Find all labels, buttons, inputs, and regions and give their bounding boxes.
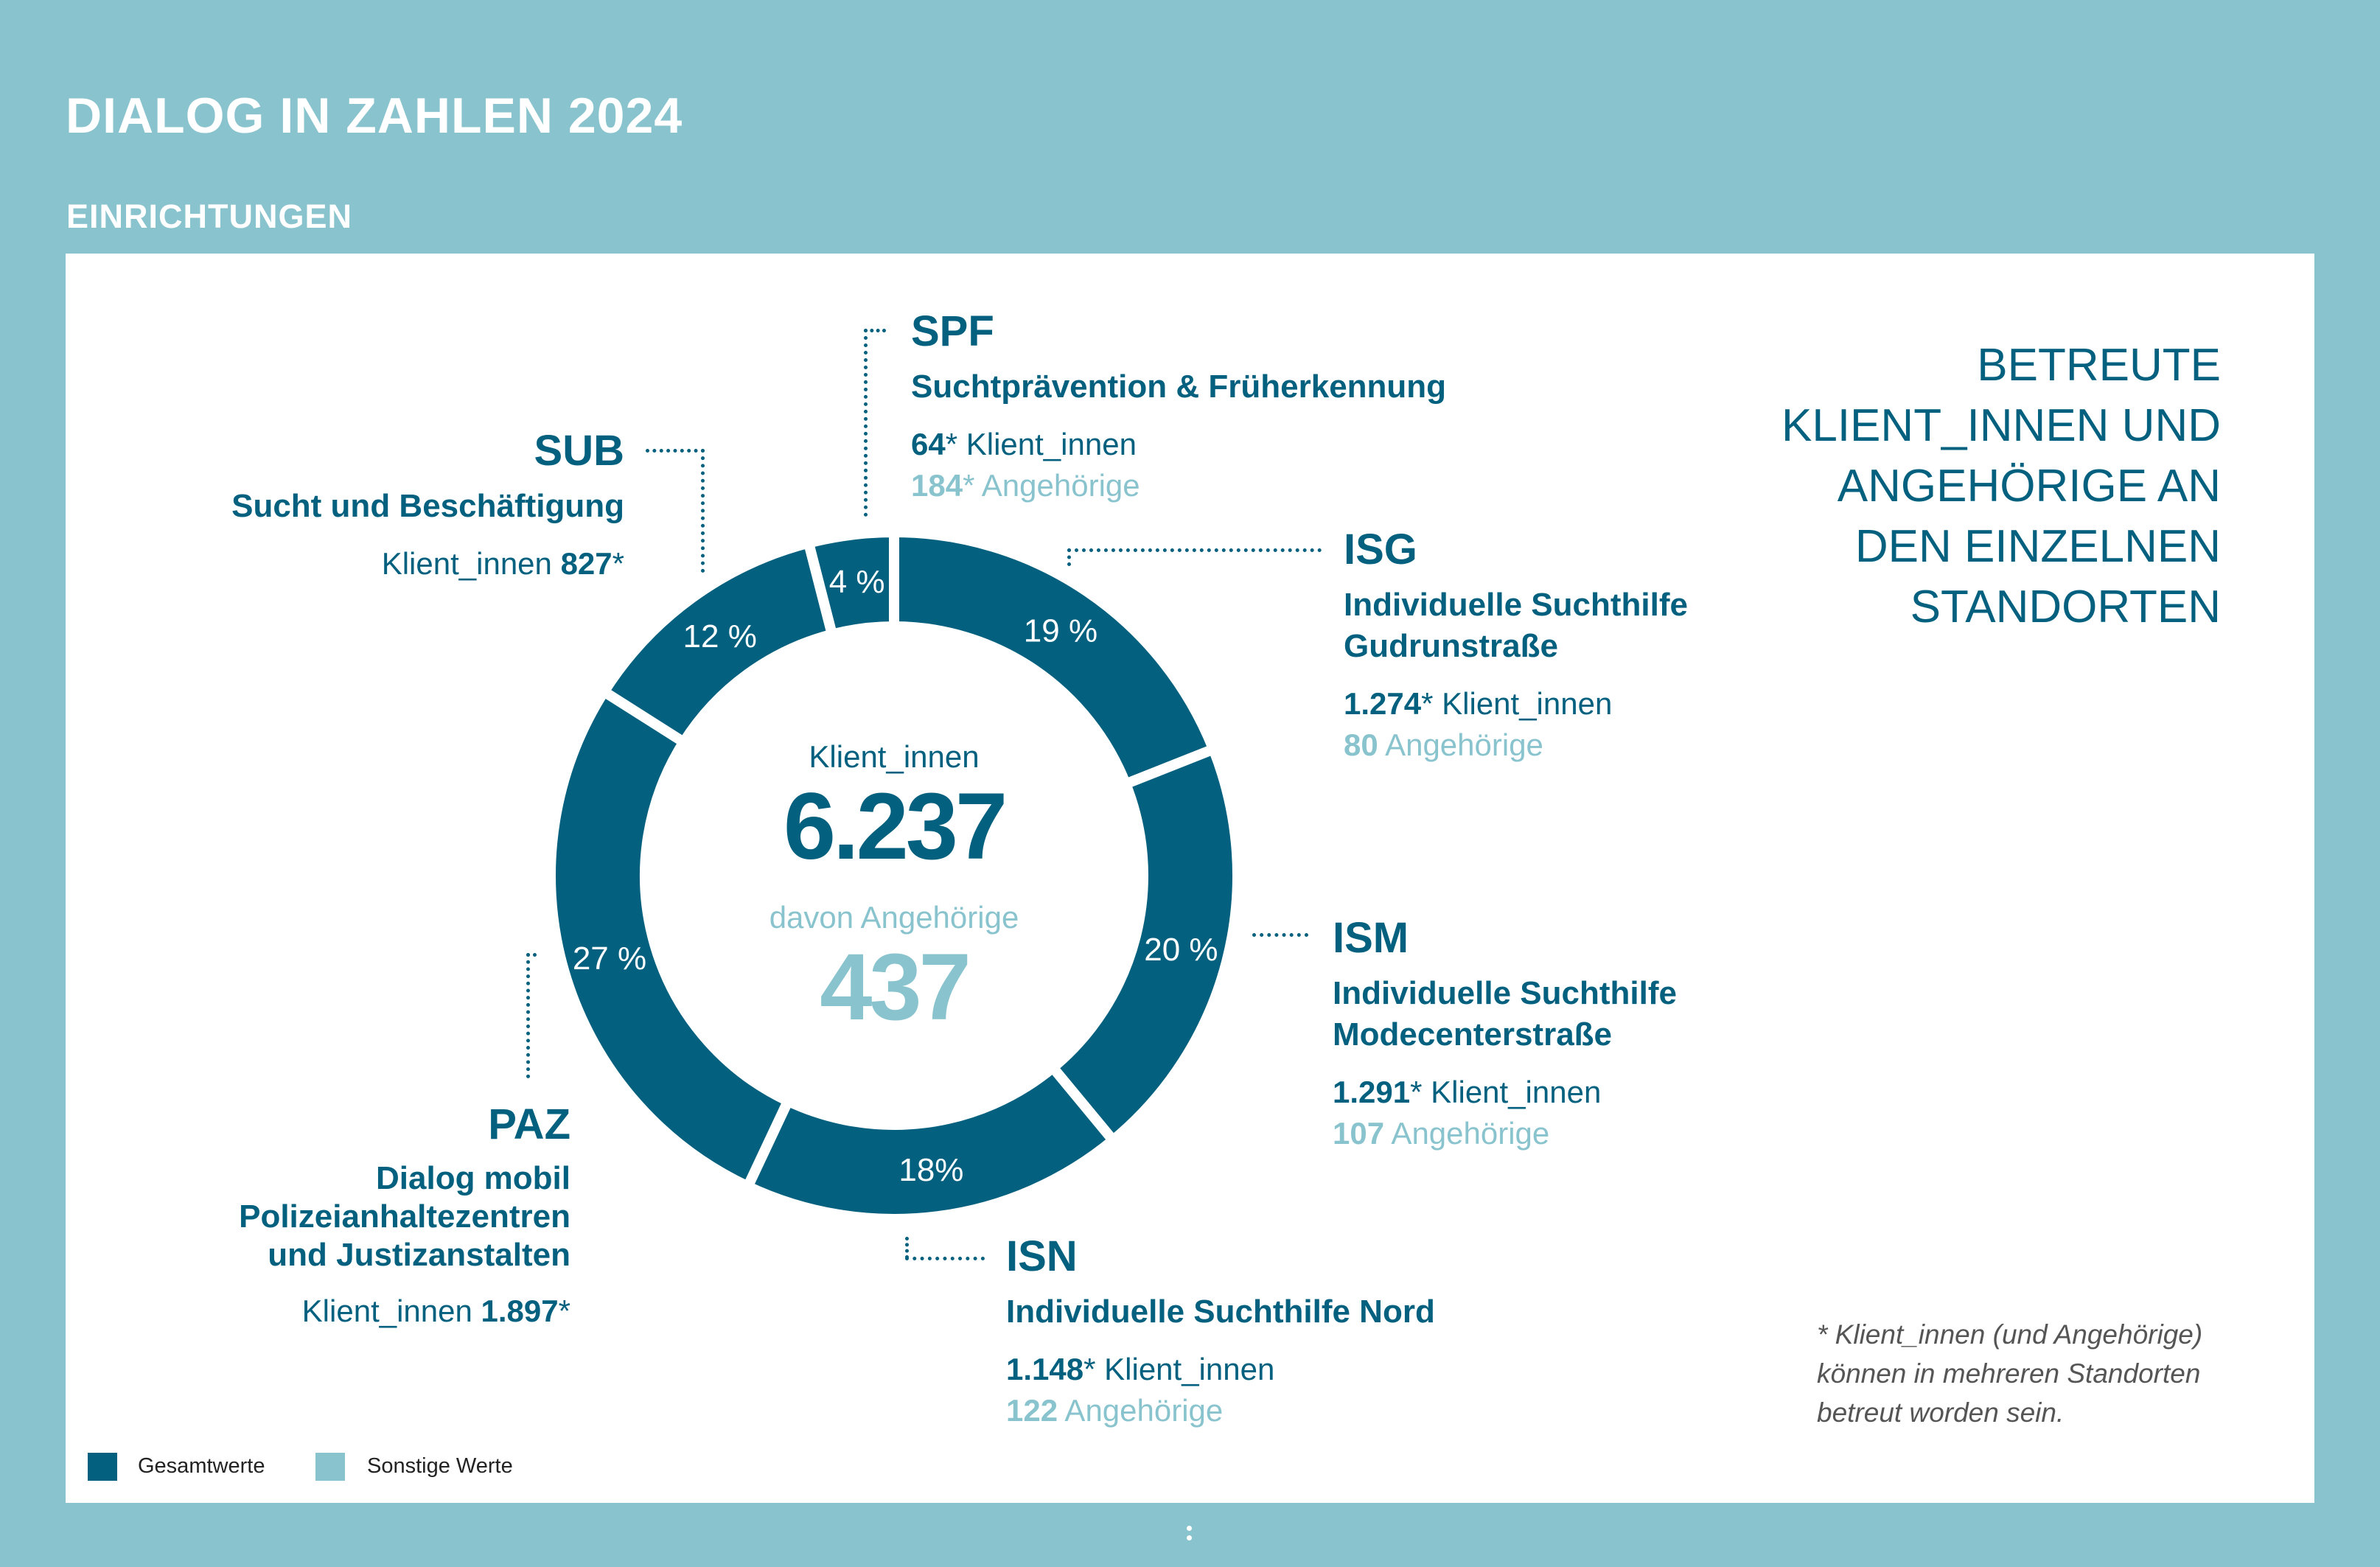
name-ism-line2: Modecenterstraße	[1333, 1016, 1613, 1053]
code-spf: SPF	[911, 307, 994, 355]
label-isg: ISG Individuelle Suchthilfe Gudrunstraße…	[1344, 525, 1688, 766]
connector-paz	[526, 953, 530, 1078]
code-ism: ISM	[1333, 914, 1409, 962]
clients-ism: 1.291	[1333, 1075, 1411, 1109]
asterisk: *	[1410, 1075, 1423, 1109]
relatives-isn: 122	[1006, 1393, 1058, 1428]
name-isg-line2: Gudrunstraße	[1344, 628, 1558, 664]
label-sub: SUB Sucht und Beschäftigung Klient_innen…	[231, 426, 624, 584]
heading-line: KLIENT_INNEN UND	[1781, 400, 2221, 451]
clients-label: Klient_innen	[957, 427, 1137, 461]
page-dot	[1187, 1526, 1192, 1531]
center-label-relatives: davon Angehörige	[769, 900, 1019, 935]
asterisk: *	[945, 427, 958, 461]
legend-swatch-gesamt	[88, 1453, 117, 1481]
section-title: EINRICHTUNGEN	[66, 198, 353, 235]
name-spf: Suchtprävention & Früherkennung	[911, 369, 1447, 405]
legend-label-gesamt: Gesamtwerte	[138, 1454, 265, 1478]
clients-spf: 64	[911, 427, 946, 461]
clients-label: Klient_innen	[1095, 1352, 1275, 1386]
name-isg-line1: Individuelle Suchthilfe	[1344, 587, 1688, 623]
clients-isg: 1.274	[1344, 686, 1422, 721]
page-dot	[1187, 1535, 1192, 1540]
clients-label: Klient_innen	[301, 1294, 481, 1328]
footnote-line: betreut worden sein.	[1817, 1397, 2065, 1428]
asterisk: *	[612, 546, 624, 581]
legend-label-sonstige: Sonstige Werte	[367, 1454, 513, 1478]
percent-label-spf: 4 %	[829, 564, 885, 600]
clients-label: Klient_innen	[1433, 686, 1613, 721]
connector-sub	[701, 449, 705, 573]
name-paz-line3: und Justizanstalten	[268, 1237, 570, 1273]
clients-label: Klient_innen	[1422, 1075, 1602, 1109]
asterisk: *	[1421, 686, 1434, 721]
percent-label-sub: 12 %	[683, 618, 757, 655]
label-ism: ISM Individuelle Suchthilfe Modecenterst…	[1333, 913, 1677, 1154]
relatives-label: Angehörige	[1058, 1393, 1224, 1428]
heading-line: ANGEHÖRIGE AN	[1837, 461, 2221, 512]
connector-ism	[1252, 933, 1308, 937]
percent-label-isg: 19 %	[1024, 613, 1097, 649]
name-isn: Individuelle Suchthilfe Nord	[1006, 1294, 1435, 1330]
footnote: * Klient_innen (und Angehörige) können i…	[1817, 1315, 2202, 1432]
name-paz-line1: Dialog mobil	[376, 1160, 570, 1196]
label-paz: PAZ Dialog mobil Polizeianhaltezentren u…	[239, 1100, 570, 1332]
asterisk: *	[558, 1294, 570, 1328]
code-isn: ISN	[1006, 1232, 1078, 1280]
name-paz-line2: Polizeianhaltezentren	[239, 1198, 570, 1235]
name-ism-line1: Individuelle Suchthilfe	[1333, 975, 1677, 1011]
relatives-ism: 107	[1333, 1116, 1385, 1151]
relatives-spf: 184	[911, 468, 963, 503]
connector-isn	[905, 1257, 985, 1260]
name-sub: Sucht und Beschäftigung	[231, 488, 624, 524]
percent-label-ism: 20 %	[1144, 932, 1218, 968]
relatives-label: Angehörige	[1384, 1116, 1550, 1151]
side-heading: BETREUTE KLIENT_INNEN UND ANGEHÖRIGE AN …	[1781, 335, 2221, 638]
percent-label-isn: 18%	[898, 1152, 963, 1188]
relatives-label: Angehörige	[1378, 727, 1543, 762]
heading-line: STANDORTEN	[1910, 582, 2221, 632]
label-spf: SPF Suchtprävention & Früherkennung 64* …	[911, 307, 1446, 506]
code-sub: SUB	[534, 427, 624, 475]
relatives-isg: 80	[1344, 727, 1378, 762]
center-value-relatives: 437	[820, 935, 971, 1040]
heading-line: BETREUTE	[1977, 340, 2221, 391]
code-isg: ISG	[1344, 526, 1417, 573]
footnote-line: können in mehreren Standorten	[1817, 1358, 2201, 1389]
footnote-line: * Klient_innen (und Angehörige)	[1817, 1319, 2203, 1350]
segment-ism	[1045, 742, 1243, 1148]
asterisk: *	[963, 468, 975, 503]
heading-line: DEN EINZELNEN	[1854, 521, 2221, 572]
asterisk: *	[1083, 1352, 1096, 1386]
segment-isn	[741, 1060, 1120, 1224]
center-label-clients: Klient_innen	[809, 739, 980, 774]
percent-label-paz: 27 %	[573, 940, 646, 977]
label-isn: ISN Individuelle Suchthilfe Nord 1.148* …	[1006, 1232, 1435, 1431]
center-value-clients: 6.237	[783, 774, 1008, 879]
clients-label: Klient_innen	[381, 546, 561, 581]
clients-isn: 1.148	[1006, 1352, 1084, 1386]
page-title: DIALOG IN ZAHLEN 2024	[66, 88, 683, 144]
connector-isg	[1067, 548, 1071, 566]
relatives-label: Angehörige	[974, 468, 1140, 503]
segment-spf	[802, 526, 899, 641]
clients-paz: 1.897	[481, 1294, 559, 1328]
code-paz: PAZ	[488, 1100, 570, 1148]
legend-swatch-sonstige	[315, 1453, 345, 1481]
clients-sub: 827	[560, 546, 613, 581]
segment-paz	[545, 684, 795, 1193]
connector-spf	[864, 329, 868, 517]
